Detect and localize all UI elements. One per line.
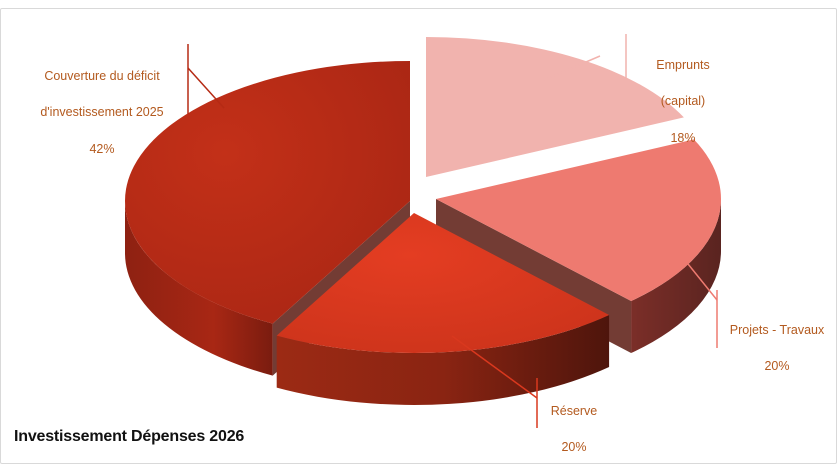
pie-slice-top <box>426 37 684 177</box>
slice-label-reserve: Réserve 20% <box>524 384 624 457</box>
slice-label-projets: Projets - Travaux 20% <box>712 303 839 376</box>
leader-line <box>679 253 718 301</box>
slice-label-line1: Réserve <box>550 404 598 419</box>
leader-line <box>543 55 601 81</box>
slice-label-line1: Projets - Travaux <box>729 323 825 338</box>
slice-label-line1: Couverture du déficit <box>44 69 160 84</box>
pie-slice-top <box>436 139 721 302</box>
pie-slice-side <box>125 201 273 376</box>
slice-percent: 42% <box>89 141 115 156</box>
slice-percent: 20% <box>561 440 587 455</box>
slice-percent: 18% <box>670 130 696 145</box>
pie-slice-side <box>276 315 610 405</box>
leader-line <box>451 335 538 399</box>
pie-slice-top <box>276 213 610 353</box>
pie-slice <box>426 37 684 177</box>
slice-label-line1: Emprunts <box>656 58 710 73</box>
slice-label-emprunts: Emprunts (capital) 18% <box>628 38 738 147</box>
slice-label-line2: (capital) <box>660 94 706 109</box>
slice-label-line2: d'investissement 2025 <box>40 105 164 120</box>
slice-label-couverture: Couverture du déficit d'investissement 2… <box>12 49 192 158</box>
pie-slice-side <box>631 199 721 354</box>
chart-title: Investissement Dépenses 2026 <box>14 428 245 445</box>
pie-slice <box>276 213 610 405</box>
pie-slice-top <box>125 61 411 324</box>
leader-line <box>187 67 225 109</box>
slice-percent: 20% <box>764 359 790 374</box>
